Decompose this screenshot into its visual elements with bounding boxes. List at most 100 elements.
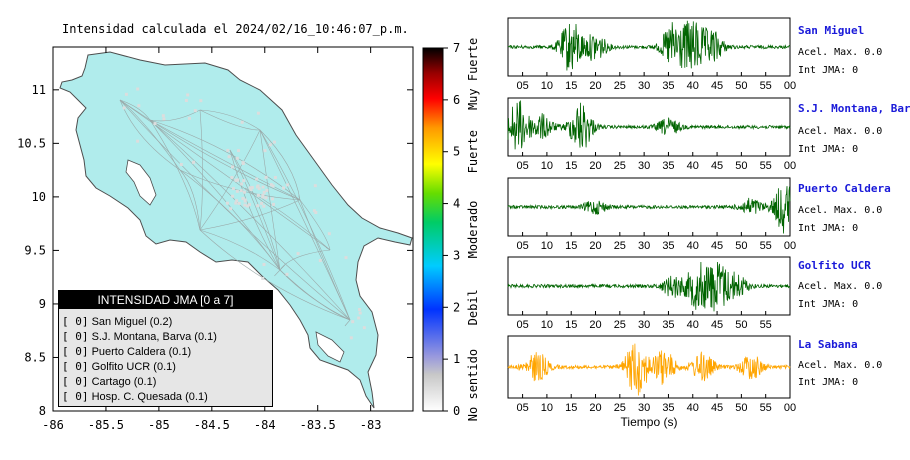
road bbox=[199, 199, 301, 231]
waveform-tick-label: 35 bbox=[662, 160, 674, 172]
road bbox=[119, 99, 151, 121]
colorbar-labels: No sentido Debil Moderado Fuerte Muy Fuerte bbox=[466, 38, 480, 421]
legend-code: [ 0] bbox=[62, 390, 89, 403]
town-marker bbox=[184, 99, 188, 102]
town-marker bbox=[234, 201, 238, 205]
town-marker bbox=[193, 109, 197, 113]
road bbox=[199, 229, 351, 321]
waveform-tick-label: 35 bbox=[662, 402, 674, 414]
station-name: Puerto Caldera bbox=[798, 182, 891, 195]
waveform-tick-label: 10 bbox=[541, 160, 553, 172]
station-acel: Acel. Max. 0.0 bbox=[798, 281, 883, 292]
road bbox=[274, 269, 281, 277]
town-marker bbox=[261, 195, 265, 199]
map-x-ticks: -86 -85.5 -85 -84.5 -84 -83.5 -83 bbox=[42, 47, 381, 432]
waveform-tick-label: 20 bbox=[589, 160, 601, 172]
legend-item: [ 0] Puerto Caldera (0.1) bbox=[62, 345, 191, 358]
waveform-tick-label: 00 bbox=[784, 160, 796, 172]
road bbox=[179, 169, 201, 231]
waveform-tick-label: 35 bbox=[662, 240, 674, 252]
legend-item: [ 0] Cartago (0.1) bbox=[62, 375, 156, 388]
map-y-tick-label: 8 bbox=[39, 404, 46, 418]
town-marker bbox=[250, 186, 254, 189]
road bbox=[199, 109, 203, 231]
waveform-tick-label: 30 bbox=[638, 80, 650, 92]
waveform-tick-label: 30 bbox=[638, 319, 650, 331]
road bbox=[244, 187, 331, 251]
waveform-trace bbox=[507, 100, 791, 150]
station-acel: Acel. Max. 0.0 bbox=[798, 360, 883, 371]
town-marker bbox=[272, 140, 276, 144]
road bbox=[229, 149, 281, 271]
waveform-tick-label: 30 bbox=[638, 160, 650, 172]
station-name: La Sabana bbox=[798, 338, 858, 351]
legend-code: [ 0] bbox=[62, 375, 89, 388]
map-x-tick-label: -85.5 bbox=[88, 418, 124, 432]
waveform-tick-label: 00 bbox=[784, 80, 796, 92]
map-y-tick-label: 10.5 bbox=[17, 136, 46, 150]
waveform-tick-label: 15 bbox=[565, 402, 577, 414]
road bbox=[179, 169, 301, 201]
station-name: San Miguel bbox=[798, 24, 865, 37]
waveform-tick-label: 05 bbox=[516, 160, 528, 172]
colorbar-category-label: Moderado bbox=[466, 201, 480, 259]
nicoya-gulf bbox=[125, 159, 157, 206]
town-marker bbox=[237, 201, 241, 205]
road bbox=[149, 119, 201, 231]
waveform-tick-label: 15 bbox=[565, 319, 577, 331]
waveform-tick-label: 40 bbox=[687, 240, 699, 252]
map-x-tick-label: -84.5 bbox=[194, 418, 230, 432]
town-marker bbox=[136, 139, 140, 143]
road bbox=[199, 109, 261, 131]
town-marker bbox=[261, 185, 265, 189]
town-marker bbox=[186, 93, 190, 97]
town-marker bbox=[357, 316, 361, 320]
waveform-tick-label: 35 bbox=[662, 319, 674, 331]
legend-label: San Miguel (0.2) bbox=[91, 316, 173, 328]
town-marker bbox=[136, 87, 140, 91]
town-marker bbox=[260, 201, 264, 205]
town-marker bbox=[248, 203, 251, 207]
road bbox=[119, 99, 351, 321]
map-x-tick-label: -83 bbox=[360, 418, 382, 432]
town-marker bbox=[262, 190, 266, 194]
town-marker bbox=[242, 179, 246, 183]
waveform-tick-label: 45 bbox=[711, 160, 723, 172]
road bbox=[199, 109, 261, 131]
map-y-tick-label: 11 bbox=[32, 83, 46, 97]
waveform-tick-label: 10 bbox=[541, 240, 553, 252]
waveform-tick-label: 30 bbox=[638, 402, 650, 414]
waveform-tick-label: 55 bbox=[760, 240, 772, 252]
town-marker bbox=[313, 184, 317, 188]
waveform-tick-label: 50 bbox=[735, 240, 747, 252]
waveform-tick-label: 15 bbox=[565, 240, 577, 252]
town-marker bbox=[256, 204, 260, 208]
waveform-tick-label: 40 bbox=[687, 160, 699, 172]
town-marker bbox=[257, 187, 261, 191]
map-y-tick-label: 10 bbox=[32, 190, 46, 204]
waveform-tick-label: 50 bbox=[735, 319, 747, 331]
town-marker bbox=[262, 204, 266, 208]
road bbox=[199, 229, 281, 271]
station-acel: Acel. Max. 0.0 bbox=[798, 126, 883, 137]
station-jma: Int JMA: 0 bbox=[798, 144, 859, 155]
waveform-tick-label: 00 bbox=[784, 240, 796, 252]
town-marker bbox=[256, 193, 260, 197]
town-marker bbox=[226, 148, 230, 152]
town-marker bbox=[236, 178, 240, 182]
town-marker bbox=[229, 207, 233, 211]
colorbar-tick-label: 5 bbox=[453, 145, 460, 159]
station-jma: Int JMA: 0 bbox=[798, 223, 859, 234]
golfo-dulce-peninsula bbox=[315, 331, 345, 363]
station-jma: Int JMA: 0 bbox=[798, 65, 859, 76]
town-marker bbox=[264, 175, 268, 179]
waveform-trace bbox=[507, 343, 791, 396]
town-marker bbox=[239, 189, 243, 193]
map-x-tick-label: -85 bbox=[148, 418, 170, 432]
colorbar-tick-label: 2 bbox=[453, 300, 460, 314]
road-network bbox=[119, 99, 351, 327]
town-marker bbox=[265, 189, 269, 192]
road bbox=[299, 199, 331, 251]
waveform-tick-label: 50 bbox=[735, 402, 747, 414]
